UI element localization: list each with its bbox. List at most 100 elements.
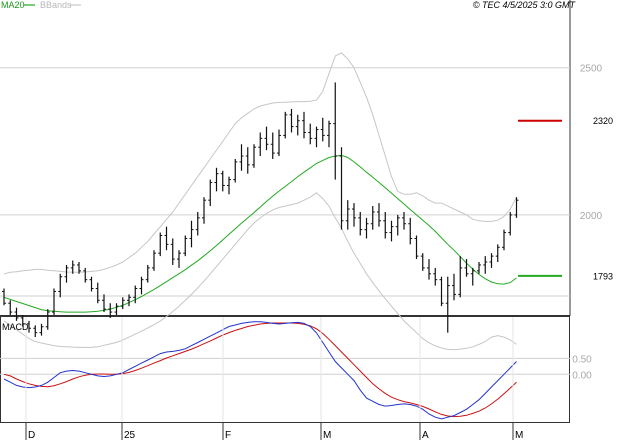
price-y-tick-label: 2500 (580, 64, 603, 75)
price-y-tick-label: 2000 (580, 211, 603, 222)
ohlc-bar (64, 264, 69, 283)
ohlc-bar (114, 303, 119, 315)
ohlc-bar (233, 158, 238, 183)
ohlc-bar (258, 132, 263, 157)
ohlc-bar (252, 144, 256, 168)
ohlc-bar (402, 211, 406, 230)
x-tick-label: M (323, 430, 331, 440)
ohlc-bar (514, 197, 519, 218)
ohlc-bar (70, 260, 75, 274)
ma20-legend-label: MA20 (1, 0, 25, 10)
ohlc-bar (308, 123, 313, 145)
ohlc-bar (327, 120, 331, 148)
ohlc-bar (414, 235, 419, 260)
ohlc-bar (170, 238, 175, 265)
ohlc-bar (370, 206, 375, 230)
ohlc-bar (145, 264, 150, 283)
ohlc-bar (245, 147, 250, 174)
resistance-level-label: 2320 (593, 116, 613, 126)
ohlc-bar (183, 235, 188, 257)
ohlc-bar (289, 108, 294, 133)
bbands-upper-line (3, 52, 517, 275)
ohlc-bar (395, 214, 400, 236)
ohlc-bar (483, 256, 488, 274)
ohlc-bar (14, 307, 19, 321)
ohlc-bar (439, 276, 444, 307)
ohlc-bar (389, 220, 394, 242)
macd-gridlines (0, 357, 570, 375)
ma20-line (3, 154, 517, 313)
ohlc-bar (283, 111, 288, 139)
macd-y-tick-label: 0.00 (572, 370, 592, 381)
ohlc-bar (220, 170, 225, 192)
ohlc-bar (508, 211, 513, 236)
x-tick-label: D (28, 430, 35, 440)
ohlc-bar (152, 250, 156, 271)
ohlc-bar (108, 303, 113, 318)
x-tick-label: F (225, 430, 231, 440)
ohlc-bar (302, 111, 306, 139)
ohlc-bar (208, 179, 213, 207)
copyright-stamp: © TEC 4/5/2025 3:0 GMT (473, 0, 577, 10)
ohlc-bar (470, 267, 475, 286)
bbands-legend-label: BBands (40, 0, 72, 10)
ohlc-bar (239, 144, 244, 171)
x-tick-label: A (422, 430, 429, 440)
ohlc-bar (202, 197, 206, 224)
ohlc-bar (214, 167, 219, 192)
ohlc-bar (445, 276, 450, 333)
ohlc-bar (314, 126, 319, 148)
ohlc-bar (189, 220, 194, 248)
ohlc-bar (120, 297, 125, 310)
ohlc-bar (264, 126, 269, 151)
level-lines: 2320 1793 (518, 116, 613, 281)
support-level-label: 1793 (593, 271, 613, 281)
ohlc-bar (452, 273, 456, 301)
ohlc-bar (333, 82, 338, 180)
ohlc-bar (345, 200, 350, 230)
ohlc-bar (52, 288, 56, 315)
macd-line (3, 321, 517, 420)
ohlc-bar (20, 315, 25, 327)
ohlc-bar (33, 325, 38, 338)
ohlc-bar (102, 294, 106, 313)
price-y-ticks: 2500 2000 (580, 64, 603, 222)
ohlc-bar (164, 226, 169, 251)
ohlc-bar (39, 323, 44, 336)
ohlc-bar (227, 176, 231, 195)
candles (2, 82, 519, 338)
ohlc-bar (408, 217, 413, 245)
ohlc-bar (177, 250, 181, 268)
ohlc-bar (427, 259, 431, 280)
macd-lines (3, 321, 517, 420)
ohlc-bar (464, 259, 469, 277)
ohlc-bar (364, 217, 369, 239)
ohlc-bar (495, 244, 500, 263)
x-tick-label: 25 (124, 430, 136, 440)
ohlc-bar (502, 229, 506, 251)
ohlc-bar (295, 114, 300, 136)
ohlc-bar (339, 147, 344, 230)
ma20-line-layer (3, 154, 517, 313)
ohlc-bar (458, 256, 463, 298)
ohlc-bar (139, 276, 144, 295)
ohlc-bar (2, 288, 6, 306)
ohlc-bar (27, 320, 31, 333)
ohlc-bar (77, 262, 81, 274)
bbands-lower-line (3, 192, 517, 351)
signal-line (3, 322, 517, 418)
ohlc-bar (83, 267, 88, 283)
ohlc-bar (195, 211, 200, 236)
ohlc-bar (58, 273, 63, 298)
x-axis: D 25 F M A M (25, 317, 523, 440)
ohlc-bar (320, 117, 325, 142)
ohlc-bar (158, 232, 163, 257)
ohlc-bar (95, 282, 100, 304)
ohlc-bar (277, 129, 281, 157)
ohlc-bar (477, 262, 481, 274)
bollinger-bands (3, 52, 517, 351)
ohlc-bar (377, 203, 381, 227)
macd-y-tick-label: 0.50 (572, 354, 592, 365)
ohlc-bar (270, 132, 275, 159)
